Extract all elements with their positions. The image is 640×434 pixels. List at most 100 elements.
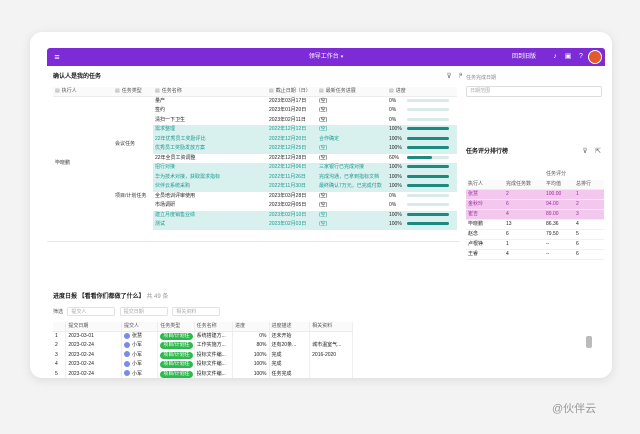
column-header[interactable]: 相关资料 <box>309 322 353 332</box>
progress-cell: 100% <box>387 210 457 220</box>
column-header[interactable]: ▤ 进度 <box>387 87 457 97</box>
table-row[interactable]: 1 2023-03-01 张慧 项目/计划任 系统搭建方... 0% 还未开始 <box>53 331 353 341</box>
table-row[interactable]: 清扫一下卫生 2023年02月11日 (空) 0% <box>53 116 457 126</box>
table-row[interactable]: 签约 2023年01月20日 (空) 0% <box>53 106 457 116</box>
table-row[interactable]: 4 2023-02-24 小军 项目/计划任 投标文件编... 100% 完成 <box>53 360 353 370</box>
table-row[interactable]: 王睿 4 -- 6 <box>466 249 605 260</box>
table-row[interactable]: 22年全员工资调整 2022年12月28日 (空) 60% <box>53 154 457 164</box>
progress-note-cell: 最终确认7万元，已完成付款 <box>317 182 387 192</box>
progress-note-cell: (空) <box>319 107 328 114</box>
due-date-cell: 2022年12月12日 <box>267 125 317 135</box>
progress-note-cell: (空) <box>317 144 387 154</box>
table-row[interactable]: 毕晓鹏 13 86.36 4 <box>466 219 605 230</box>
date-filter-label: 任务完成日期 <box>466 75 497 81</box>
task-name-cell: 建立月度销售业绩 <box>153 210 267 220</box>
materials-cell <box>309 360 353 370</box>
table-row[interactable]: 伙伴云系统采购 2022年11月30日 最终确认7万元，已完成付款 100% <box>53 182 457 192</box>
due-date-cell: 2022年12月28日 <box>269 154 307 161</box>
submit-date-cell: 2023-03-01 <box>65 331 122 341</box>
column-header[interactable]: 进度描述 <box>269 322 311 332</box>
column-header[interactable]: 任务类型 <box>157 322 195 332</box>
column-header[interactable]: ▤ 任务名称 <box>153 87 267 97</box>
ranking-table: 任务评分 执行人 完成任务数 平均值 总排行 张慧 2 100.00 1 金秋玲 6 94.00 2… <box>466 170 605 260</box>
filter-materials[interactable]: 相关资料 <box>172 307 221 316</box>
progress-cell: 0% <box>387 201 457 211</box>
column-header[interactable]: ▤ 任务类型 <box>113 87 153 97</box>
task-name-cell: 签约 <box>155 107 166 114</box>
progress-percent: 100% <box>389 183 402 190</box>
progress-bar <box>407 212 449 216</box>
column-header[interactable]: 进度 <box>232 322 270 332</box>
cell-name: 赵念 <box>466 229 504 240</box>
table-row[interactable]: 优秀员工奖励发放方案 2022年12月25日 (空) 100% <box>53 144 457 154</box>
progress-bar <box>407 146 449 150</box>
table-row[interactable]: 项目/计划任务 招行对接 2022年12月06日 三家银行已完成对接 100% <box>53 163 457 199</box>
table-row[interactable]: 崔吉 4 89.00 3 <box>466 209 605 220</box>
table-row[interactable]: 22年优秀员工奖励评比 2022年12月20日 合作确定 100% <box>53 134 457 144</box>
row-index: 3 <box>53 350 67 360</box>
table-row[interactable]: 金秋玲 6 94.00 2 <box>466 199 605 210</box>
expand-icon[interactable]: ⇱ <box>595 148 601 155</box>
table-row[interactable]: 会议任务 需求整理 2022年12月12日 (空) 100% <box>53 125 457 147</box>
table-row[interactable]: 毕晓鹏 量产 2023年03月17日 (空) 0% <box>53 97 457 166</box>
task-type-tag: 项目/计划任 <box>160 351 193 359</box>
briefcase-icon[interactable]: ▣ <box>564 53 572 60</box>
progress-bar <box>407 193 449 197</box>
filter-icon[interactable]: ⊽ <box>446 73 452 80</box>
column-header[interactable]: 提交日期 <box>65 322 122 332</box>
table-row[interactable]: 市场调研 2023年02月05日 (空) 0% <box>53 201 457 211</box>
column-header[interactable]: ▤ 执行人 <box>53 87 113 97</box>
filter-icon[interactable]: ⊽ <box>582 148 588 155</box>
cell-name: 崔吉 <box>466 209 504 220</box>
scrollbar-handle[interactable] <box>586 336 592 348</box>
switch-old-version-link[interactable]: 回到旧版 <box>512 54 537 60</box>
table-row[interactable]: 赵念 6 79.50 5 <box>466 229 605 240</box>
task-type-tag: 项目/计划任 <box>160 370 193 378</box>
workspace-title[interactable]: 领导工作台 ▾ <box>308 54 344 60</box>
date-range-input[interactable]: 日期范围 <box>466 86 602 97</box>
filter-submitter[interactable]: 提交人 <box>67 307 116 316</box>
cell-rank: 3 <box>574 209 605 220</box>
due-date-cell: 2023年03月17日 <box>269 98 307 104</box>
task-type-cell: 项目/计划任务 <box>115 192 147 199</box>
table-row[interactable]: 测试 2023年02月03日 (空) 100% <box>53 220 457 230</box>
table-row[interactable]: 3 2023-02-24 小军 项目/计划任 投标文件编... 100% 完成 2016-20… <box>53 350 353 360</box>
cell-rank: 4 <box>574 219 605 230</box>
table-row[interactable]: 卢根铮 1 -- 6 <box>466 239 605 250</box>
chevron-down-icon: ▾ <box>340 54 344 60</box>
progress-cell: 100% <box>387 220 457 230</box>
progress-bar-fill <box>407 174 449 178</box>
column-header[interactable]: 完成任务数 <box>504 179 544 190</box>
column-header[interactable]: 平均值 <box>544 179 574 190</box>
task-name-cell: 清扫一下卫生 <box>155 116 186 123</box>
progress-desc-cell: 完成 <box>269 350 311 360</box>
table-row[interactable]: 华为技术对接，获取需求指标 2022年11月26日 完成沟通，已拿到指标文档 100% <box>53 172 457 182</box>
help-icon[interactable]: ? <box>579 53 583 60</box>
table-row[interactable]: 全员培训评审使用 2023年03月28日 (空) 0% <box>53 192 457 202</box>
column-header[interactable]: 提交人 <box>121 322 159 332</box>
table-row[interactable]: 5 2023-02-24 小军 项目/计划任 投标文件编... 100% 任务完成 <box>53 369 353 378</box>
progress-percent: 0% <box>389 98 397 104</box>
cell-avg: 94.00 <box>544 199 574 210</box>
progress-desc-cell: 还有20条... <box>269 341 311 351</box>
daily-report-table: 提交日期 提交人 任务类型 任务名称 进度 进度描述 相关资料 1 2023-03-01 张慧项… <box>53 322 353 378</box>
column-header[interactable]: 执行人 <box>466 179 504 190</box>
field-icon: ▤ <box>269 88 274 94</box>
avatar[interactable] <box>588 50 602 64</box>
column-header[interactable]: ▤ 截止日期（日） <box>267 87 317 97</box>
progress-note-cell: (空) <box>317 125 387 135</box>
task-name-cell: 全员培训评审使用 <box>155 192 196 199</box>
progress-cell: 100% <box>387 182 457 192</box>
column-header[interactable]: 总排行 <box>574 179 605 190</box>
column-header[interactable] <box>53 322 67 332</box>
menu-icon[interactable]: ≡ <box>54 52 60 62</box>
column-header-label: 任务类型 <box>121 88 142 94</box>
table-row[interactable]: 2 2023-02-24 小军 项目/计划任 工作实施方... 80% 还有20条... 城市… <box>53 341 353 351</box>
my-tasks-panel: 确认人是我的任务 ⊽ ⇱ ▤执行人▤任务类型▤任务名称▤截止日期（日）▤最新任务… <box>47 67 465 242</box>
table-row[interactable]: 张慧 2 100.00 1 <box>466 189 605 200</box>
column-header[interactable]: 任务名称 <box>194 322 234 332</box>
bell-icon[interactable]: ♪ <box>553 53 557 60</box>
filter-submit-date[interactable]: 提交日期 <box>119 307 168 316</box>
column-header[interactable]: ▤ 最新任务进展 <box>317 87 387 97</box>
table-row[interactable]: 建立月度销售业绩 2023年02月10日 (空) 100% <box>53 210 457 220</box>
